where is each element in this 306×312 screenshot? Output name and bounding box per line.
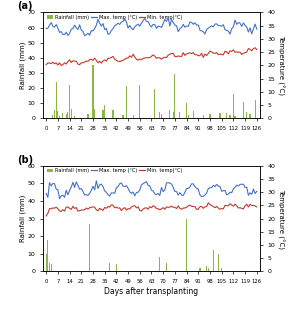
Bar (249, 115, 251, 118)
Bar (67, 112, 69, 118)
Bar (92, 65, 94, 118)
Bar (49, 263, 50, 271)
Bar (174, 74, 175, 118)
Bar (199, 268, 200, 271)
Y-axis label: Temperature (°C): Temperature (°C) (277, 188, 284, 249)
Y-axis label: Rainfall (mm): Rainfall (mm) (20, 41, 26, 89)
Bar (57, 111, 58, 118)
Bar (116, 264, 117, 271)
Bar (89, 224, 90, 271)
Legend: Rainfall (mm), Max. temp (°C), Min. temp(°C): Rainfall (mm), Max. temp (°C), Min. temp… (45, 166, 184, 175)
Bar (104, 105, 105, 118)
Bar (188, 115, 189, 118)
Bar (59, 116, 60, 118)
Y-axis label: Temperature (°C): Temperature (°C) (277, 35, 284, 95)
Text: (b): (b) (17, 155, 33, 165)
Bar (186, 219, 187, 271)
Bar (52, 115, 54, 118)
Bar (103, 110, 104, 118)
Y-axis label: Rainfall (mm): Rainfall (mm) (20, 195, 26, 242)
Bar (243, 102, 244, 118)
Bar (56, 82, 57, 118)
Bar (46, 254, 47, 271)
Bar (66, 114, 67, 118)
Bar (221, 268, 222, 271)
Bar (218, 254, 219, 271)
Bar (206, 266, 207, 271)
Bar (69, 85, 70, 118)
Bar (122, 115, 124, 118)
Bar (233, 94, 234, 118)
Bar (203, 115, 204, 118)
Bar (159, 112, 160, 118)
Bar (173, 112, 174, 118)
Bar (193, 111, 194, 118)
Bar (47, 240, 48, 271)
Bar (126, 86, 127, 118)
Bar (226, 113, 227, 118)
Bar (213, 250, 214, 271)
Bar (132, 115, 134, 118)
Bar (186, 103, 187, 118)
Bar (62, 113, 63, 118)
Bar (219, 114, 221, 118)
Bar (74, 116, 75, 118)
Bar (94, 109, 95, 118)
Bar (208, 268, 209, 271)
Bar (139, 85, 140, 118)
Bar (154, 90, 155, 118)
Bar (109, 263, 110, 271)
Bar (161, 114, 162, 118)
Bar (230, 115, 231, 118)
Bar (179, 112, 181, 118)
Bar (71, 109, 72, 118)
X-axis label: Days after transplanting: Days after transplanting (104, 287, 199, 296)
Bar (246, 112, 247, 118)
Bar (54, 110, 55, 118)
Bar (209, 114, 211, 118)
Bar (112, 110, 114, 118)
Bar (234, 116, 236, 118)
Bar (169, 110, 170, 118)
Bar (255, 100, 256, 118)
Bar (166, 263, 167, 271)
Text: (a): (a) (17, 2, 32, 12)
Legend: Rainfall (mm), Max. temp (°C), Min. temp(°C): Rainfall (mm), Max. temp (°C), Min. temp… (45, 13, 184, 22)
Bar (159, 257, 160, 271)
Bar (50, 264, 52, 271)
